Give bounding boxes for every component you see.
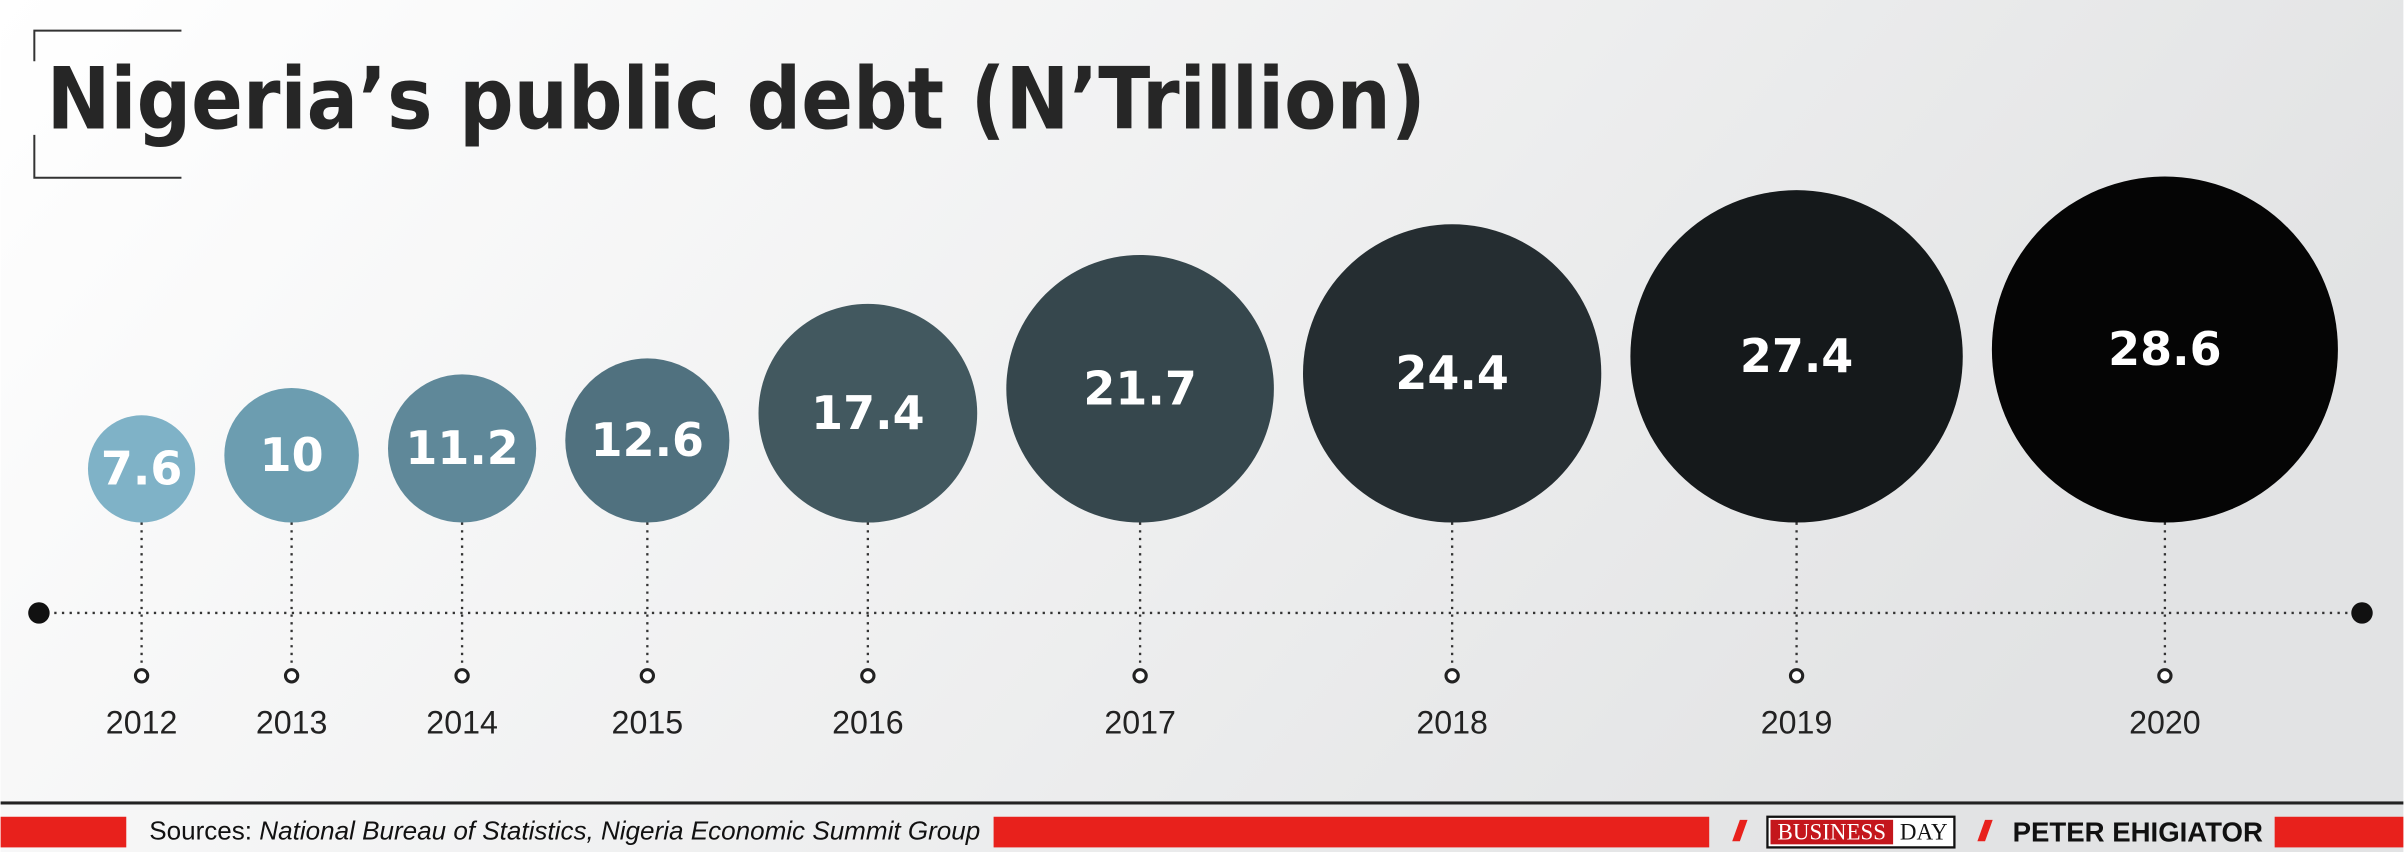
tick-ring bbox=[133, 668, 150, 684]
year-label: 2017 bbox=[1104, 704, 1176, 740]
footer-bar bbox=[0, 816, 127, 848]
footer-bar bbox=[2274, 816, 2404, 848]
value-label: 10 bbox=[260, 428, 324, 482]
year-label: 2016 bbox=[832, 704, 904, 740]
year-label: 2019 bbox=[1761, 704, 1833, 740]
sources-label: Sources: bbox=[149, 816, 252, 846]
value-label: 28.6 bbox=[2108, 322, 2221, 376]
value-label: 17.4 bbox=[811, 386, 924, 440]
footer-bar bbox=[993, 816, 1710, 848]
tick-ring bbox=[454, 668, 470, 684]
brand-1: BUSINESS bbox=[1778, 820, 1887, 845]
year-label: 2018 bbox=[1416, 704, 1488, 740]
bubble bbox=[1630, 190, 1963, 523]
tick-ring bbox=[639, 668, 656, 684]
tick-ring bbox=[1444, 668, 1460, 684]
bubble bbox=[758, 303, 978, 523]
credit: PETER EHIGIATOR bbox=[2013, 816, 2263, 847]
footer-rule bbox=[0, 801, 2404, 805]
slash bbox=[1977, 819, 1993, 842]
title-bracket bbox=[33, 29, 182, 179]
value-label: 7.6 bbox=[101, 441, 182, 495]
footer: Sources: National Bureau of Statistics, … bbox=[0, 801, 2404, 849]
bubble bbox=[87, 415, 196, 523]
value-label: 24.4 bbox=[1395, 346, 1508, 400]
bubble bbox=[1302, 224, 1602, 523]
sources: Sources: National Bureau of Statistics, … bbox=[149, 816, 980, 846]
brand-red bbox=[1770, 819, 1894, 845]
brand-2: DAY bbox=[1900, 820, 1948, 845]
year-label: 2013 bbox=[256, 704, 328, 740]
bubble bbox=[1006, 254, 1274, 523]
tick-ring bbox=[1132, 668, 1148, 684]
value-label: 11.2 bbox=[405, 421, 518, 475]
tick-ring bbox=[1788, 668, 1805, 684]
year-label: 2014 bbox=[426, 704, 498, 740]
value-label: 27.4 bbox=[1740, 329, 1853, 383]
bubble bbox=[387, 374, 537, 523]
year-label: 2012 bbox=[106, 704, 178, 740]
chart-title: Nigeria’s public debt (N’Trillion) bbox=[47, 50, 1426, 150]
bubble bbox=[565, 358, 730, 523]
slash bbox=[1732, 819, 1748, 842]
timeline-end bbox=[28, 602, 50, 624]
year-label: 2020 bbox=[2129, 704, 2201, 740]
value-label: 12.6 bbox=[591, 413, 704, 467]
year-label: 2015 bbox=[612, 704, 684, 740]
tick-ring bbox=[283, 668, 300, 684]
tick-ring bbox=[2157, 668, 2173, 684]
timeline-end bbox=[2351, 602, 2373, 624]
value-label: 21.7 bbox=[1083, 361, 1196, 415]
bubble bbox=[224, 387, 359, 523]
sources-text: National Bureau of Statistics, Nigeria E… bbox=[259, 816, 980, 846]
bubble bbox=[1991, 176, 2338, 523]
tick-ring bbox=[860, 668, 876, 684]
